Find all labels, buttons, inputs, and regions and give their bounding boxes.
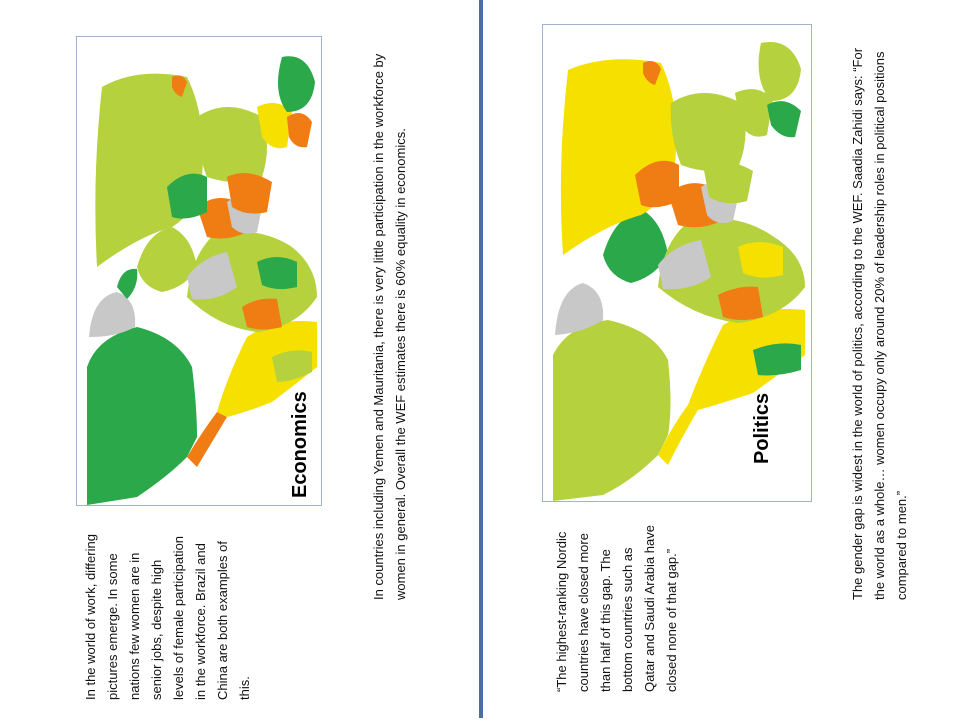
north-america-region (553, 320, 671, 501)
south-america-east-region (272, 350, 312, 382)
south-america-east-region (753, 343, 801, 376)
southeast-asia-region (257, 103, 292, 149)
africa-north-region (658, 240, 711, 290)
central-america-region (658, 405, 698, 465)
japan-region (172, 75, 187, 97)
africa-west-region (718, 286, 763, 320)
australia-region (758, 42, 801, 101)
politics-world-map (553, 42, 805, 501)
central-asia-region (635, 160, 679, 208)
russia-region (95, 73, 203, 268)
southeast-asia-region (735, 89, 773, 137)
politics-map-label: Politics (751, 392, 773, 464)
africa-north-region (187, 252, 237, 300)
europe-region (137, 227, 197, 292)
economics-world-map (87, 56, 317, 505)
economics-intro-text: In the world of work, differing pictures… (83, 534, 252, 700)
economics-map-frame (76, 36, 322, 506)
politics-quote-text: “The highest-ranking Nordic countries ha… (554, 525, 679, 692)
australia-region (278, 56, 315, 112)
china-region (196, 107, 267, 182)
africa-west-region (242, 298, 282, 330)
india-region (703, 161, 753, 204)
politics-panel: Politics “The highest-ranking Nordic cou… (481, 0, 960, 718)
central-asia-region (167, 173, 207, 219)
south-america-region (217, 321, 317, 417)
japan-region (643, 61, 661, 85)
china-region (670, 93, 746, 171)
north-america-region (87, 327, 197, 505)
economics-map-label: Economics (289, 391, 311, 498)
africa-central-region (257, 257, 297, 290)
indonesia-region (767, 101, 801, 138)
india-region (227, 173, 272, 214)
europe-region (603, 210, 668, 283)
economics-detail-text: In countries including Yemen and Maurita… (371, 53, 408, 600)
indonesia-region (287, 113, 312, 148)
economics-panel: Economics In the world of work, differin… (0, 0, 481, 718)
central-america-region (187, 412, 227, 467)
africa-central-region (738, 242, 783, 278)
politics-detail-text: The gender gap is widest in the world of… (850, 47, 909, 600)
greenland-region (555, 283, 604, 335)
greenland-region (89, 292, 136, 337)
politics-map-frame (542, 24, 812, 502)
south-america-region (688, 309, 805, 410)
scandinavia-region (117, 268, 138, 299)
